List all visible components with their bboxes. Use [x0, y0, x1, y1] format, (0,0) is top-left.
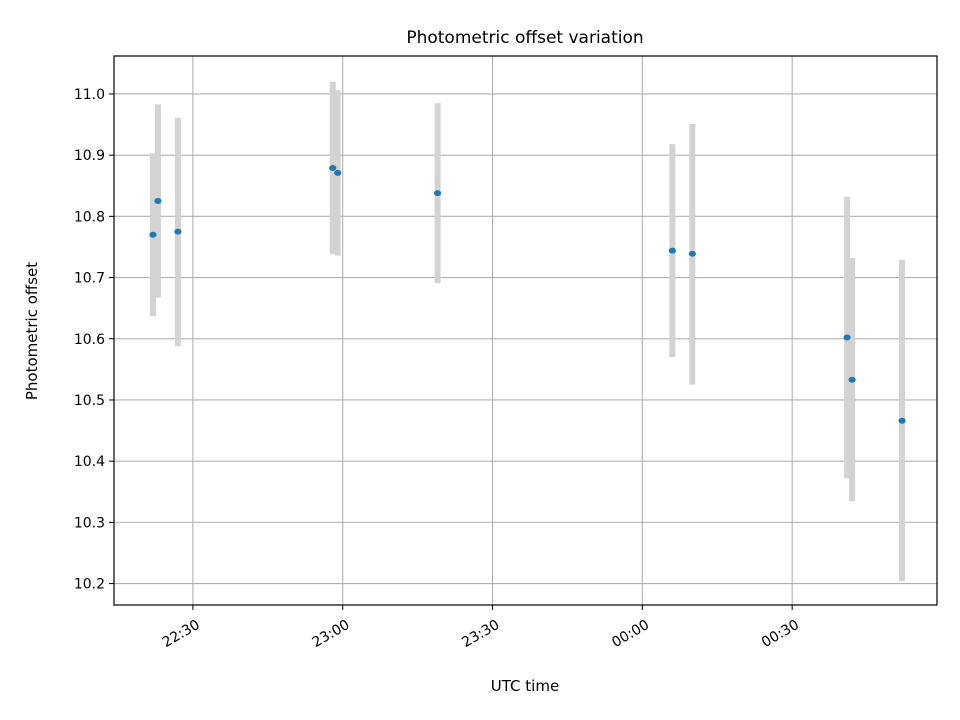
data-point	[434, 190, 442, 197]
data-point	[688, 250, 696, 257]
y-tick-label: 10.4	[74, 454, 105, 470]
y-tick-label: 10.2	[74, 577, 105, 593]
chart-title: Photometric offset variation	[406, 28, 643, 48]
y-tick-label: 10.9	[74, 148, 105, 164]
data-points	[149, 165, 906, 424]
plot-frame	[113, 55, 938, 606]
y-tick-label: 10.5	[74, 393, 105, 409]
y-axis-ticks: 10.2 10.3 10.4 10.5 10.6 10.7 10.8 10.9 11.0	[74, 87, 114, 593]
data-point	[154, 198, 162, 205]
y-axis-title: Photometric offset	[23, 262, 41, 400]
y-tick-label: 11.0	[74, 87, 105, 103]
y-tick-label: 10.3	[74, 515, 105, 531]
y-tick-label: 10.6	[74, 332, 105, 348]
y-tick-label: 10.7	[74, 271, 105, 287]
data-point	[329, 165, 337, 172]
grid	[114, 56, 937, 605]
x-axis-title: UTC time	[491, 677, 559, 695]
data-point	[149, 231, 157, 238]
data-point	[668, 247, 676, 254]
data-point	[898, 417, 906, 424]
data-point	[848, 376, 856, 383]
data-point	[843, 334, 851, 341]
data-point	[174, 228, 182, 235]
y-tick-label: 10.8	[74, 209, 105, 225]
data-point	[334, 169, 342, 176]
